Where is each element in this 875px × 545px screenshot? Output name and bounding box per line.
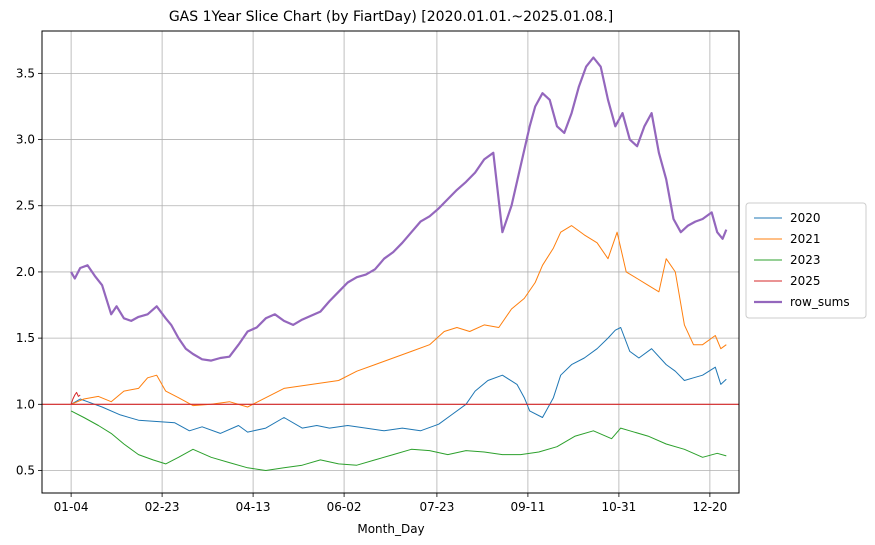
x-tick-label: 12-20 — [692, 500, 727, 514]
y-tick-label: 3.5 — [16, 66, 35, 80]
x-tick-label: 02-23 — [145, 500, 180, 514]
chart-title: GAS 1Year Slice Chart (by FiartDay) [202… — [169, 9, 613, 25]
series-lines — [70, 56, 728, 471]
x-tick-label: 07-23 — [419, 500, 454, 514]
legend-label: 2025 — [790, 274, 821, 288]
y-tick-label: 1.0 — [16, 397, 35, 411]
x-tick-label: 06-02 — [327, 500, 362, 514]
plot-area-frame — [41, 30, 740, 494]
y-tick-label: 2.5 — [16, 199, 35, 213]
y-tick-label: 3.0 — [16, 133, 35, 147]
x-tick-label: 01-04 — [54, 500, 89, 514]
x-axis-ticks: 01-04 02-23 04-13 06-02 07-23 09-11 10-31 12-20 — [54, 493, 727, 514]
series-line-row-sums — [70, 56, 728, 362]
y-tick-label: 1.5 — [16, 331, 35, 345]
y-axis-ticks: 0.5 1.0 1.5 2.0 2.5 3.0 3.5 — [16, 66, 42, 477]
legend-label: row_sums — [790, 295, 850, 309]
series-line-2021 — [70, 225, 727, 408]
x-tick-label: 10-31 — [601, 500, 636, 514]
grid — [42, 31, 739, 493]
legend-label: 2020 — [790, 211, 821, 225]
y-tick-label: 2.0 — [16, 265, 35, 279]
legend-box — [745, 202, 867, 319]
legend-label: 2021 — [790, 232, 821, 246]
x-tick-label: 04-13 — [236, 500, 271, 514]
legend-label: 2023 — [790, 253, 821, 267]
legend: 2020 2021 2023 2025 row_sums — [745, 202, 867, 319]
y-tick-label: 0.5 — [16, 463, 35, 477]
x-tick-label: 09-11 — [510, 500, 545, 514]
x-axis-label: Month_Day — [357, 522, 424, 536]
series-line-2023 — [70, 410, 727, 471]
series-line-2025 — [70, 391, 81, 405]
series-line-2020 — [70, 327, 727, 434]
